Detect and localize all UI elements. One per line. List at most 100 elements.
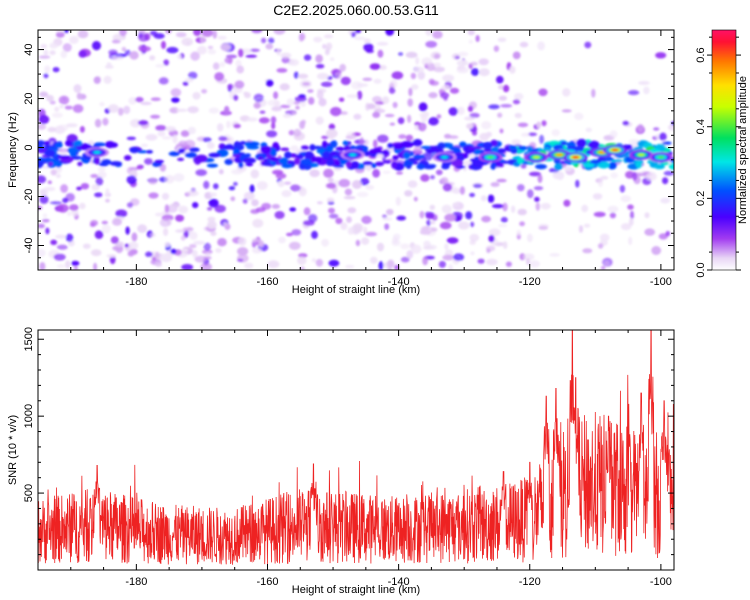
spectrogram-cell: [410, 72, 417, 80]
spectrogram-band-cell: [392, 155, 399, 161]
spectrogram-cell: [62, 43, 72, 52]
spectrogram-cell: [38, 123, 47, 130]
spectrogram-cell: [470, 251, 475, 256]
spectrogram-cell: [354, 36, 366, 41]
spectrogram-cell: [268, 37, 275, 44]
spectrogram-band-cell: [342, 140, 349, 146]
spectrogram-cell: [182, 81, 189, 86]
spectrogram-cell: [212, 30, 217, 39]
spectrogram-cell: [38, 115, 50, 124]
spectrogram-cell: [644, 212, 650, 219]
y-tick-label: 1500: [23, 327, 35, 351]
spectrogram-band-cell: [79, 143, 92, 151]
spectrogram-cell: [271, 204, 280, 209]
spectrogram-cell: [251, 199, 259, 207]
spectrogram-cell: [69, 204, 79, 211]
spectrogram-cell: [382, 96, 390, 104]
spectrogram-band-cell: [284, 151, 292, 159]
y-tick-label: 1000: [23, 404, 35, 428]
spectrogram-cell: [55, 173, 61, 179]
spectrogram-cell: [233, 94, 239, 101]
spectrogram-cell: [191, 249, 198, 258]
spectrogram-cell: [148, 177, 158, 185]
spectrogram-band-cell: [257, 156, 264, 161]
spectrogram-cell: [328, 207, 335, 214]
spectrogram-cell: [638, 81, 650, 85]
spectrogram-frame: [37, 29, 675, 271]
spectrogram-cell: [41, 218, 50, 223]
spectrogram-cell: [261, 37, 267, 44]
spectrogram-cell: [345, 264, 355, 269]
spectrogram-cell: [378, 261, 384, 270]
spectrogram-cell: [270, 116, 277, 124]
spectrogram-cell: [367, 103, 376, 110]
spectrogram-cell: [161, 40, 166, 50]
spectrogram-cell: [38, 249, 46, 257]
spectrogram-blobs: [38, 30, 674, 270]
spectrogram-cell: [282, 113, 292, 118]
spectrogram-cell: [65, 123, 78, 128]
spectrogram-cell: [55, 31, 65, 38]
spectrogram-cell: [446, 237, 459, 244]
spectrogram-cell: [604, 261, 609, 266]
spectrogram-cell: [439, 221, 452, 230]
spectrogram-cell: [320, 81, 333, 88]
spectrogram-cell: [600, 265, 606, 270]
spectrogram-cell: [38, 175, 47, 184]
spectrogram-cell: [175, 229, 187, 233]
spectrogram-cell: [165, 126, 176, 132]
spectrogram-band-cell: [362, 161, 373, 166]
spectrogram-cell: [50, 169, 57, 176]
spectrogram-cell: [420, 113, 428, 123]
spectrogram-cell: [289, 207, 297, 212]
spectrogram-cell: [428, 92, 438, 99]
spectrogram-band-cell: [69, 151, 77, 158]
spectrogram-cell: [448, 264, 453, 270]
spectrogram-cell: [395, 196, 401, 206]
spectrogram-band-cell: [109, 142, 118, 148]
spectrogram-cell: [396, 171, 403, 175]
spectrogram-cell: [69, 35, 79, 44]
spectrogram-band-cell: [490, 162, 497, 170]
spectrogram-cell: [279, 83, 290, 91]
spectrogram-cell: [644, 228, 656, 236]
spectrogram-cell: [372, 111, 381, 118]
spectrogram-cell: [415, 56, 420, 65]
spectrogram-cell: [93, 76, 101, 84]
spectrogram-cell: [187, 106, 199, 114]
spectrogram-band-cell: [597, 161, 610, 169]
spectrogram-band-cell: [77, 161, 83, 167]
spectrogram-cell: [218, 136, 228, 142]
spectrogram-cell: [95, 176, 104, 186]
spectrogram-cell: [413, 145, 423, 153]
spectrogram-cell: [101, 224, 111, 234]
spectrogram-cell: [295, 105, 300, 110]
spectrogram-cell: [356, 83, 369, 87]
x-tick-label: -120: [519, 576, 541, 588]
colorbar-label: Normalized spectral amplitude: [737, 76, 749, 224]
spectrogram-cell: [38, 55, 51, 59]
spectrogram-band-cell: [246, 145, 260, 150]
spectrogram-cell: [60, 184, 68, 193]
spectrogram-cell: [339, 63, 347, 72]
spectrogram-band-cell: [322, 151, 330, 158]
colorbar-tick-label: 0.4: [695, 119, 707, 134]
spectrogram-cell: [353, 113, 362, 120]
spectrogram-cell: [125, 226, 130, 235]
colorbar-gradient: [711, 29, 737, 271]
spectrogram-cell: [45, 227, 50, 235]
spectrogram-cell: [182, 248, 189, 253]
spectrogram-cell: [193, 30, 202, 36]
spectrogram-cell: [78, 50, 87, 58]
spectrogram-cell: [194, 255, 207, 263]
spectrogram-cell: [512, 51, 521, 60]
x-tick-label: -100: [650, 276, 672, 288]
spectrogram-band-cell: [189, 147, 200, 152]
spectrogram-cell: [316, 201, 323, 205]
spectrogram-cell: [628, 90, 640, 96]
spectrogram-cell: [298, 187, 307, 197]
spectrogram-cell: [50, 239, 58, 245]
spectrogram-band-cell: [377, 151, 391, 155]
spectrogram-cell: [347, 227, 355, 235]
spectrogram-cell: [429, 80, 439, 86]
